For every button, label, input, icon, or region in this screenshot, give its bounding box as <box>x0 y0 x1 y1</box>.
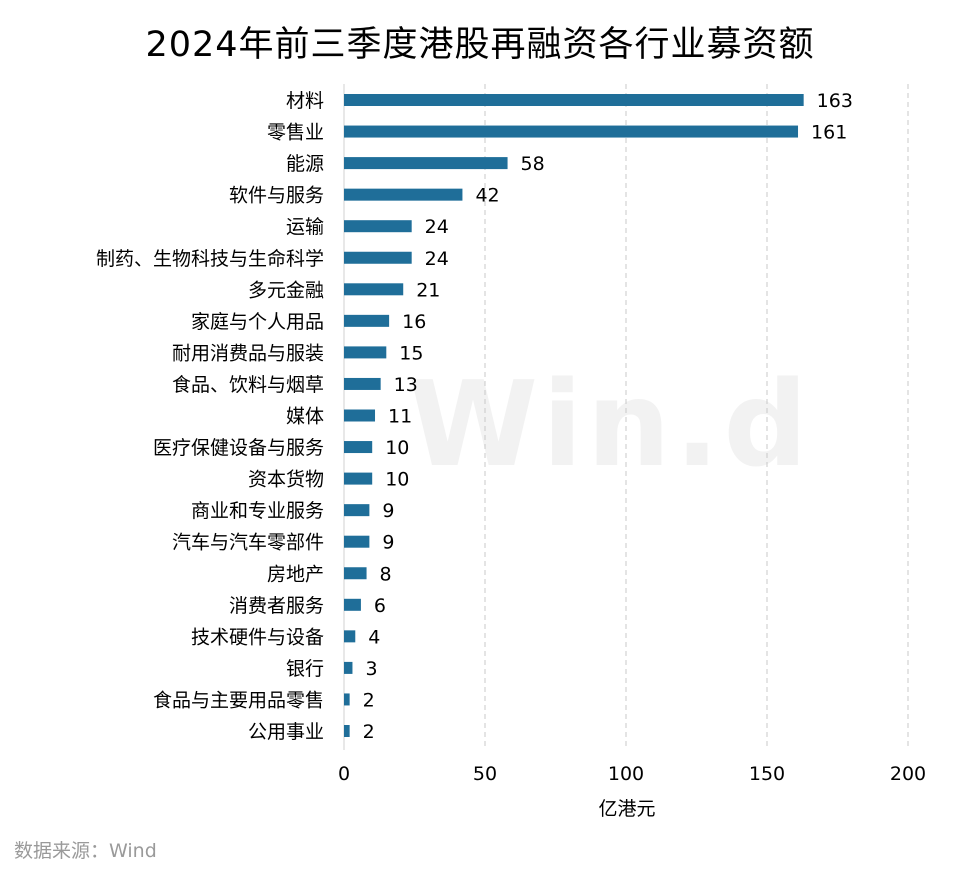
x-tick-label: 0 <box>338 763 350 785</box>
bar <box>344 598 361 611</box>
value-label: 4 <box>368 626 380 648</box>
category-label: 资本货物 <box>248 469 324 491</box>
value-label: 21 <box>416 279 440 301</box>
category-label: 食品、饮料与烟草 <box>172 374 324 396</box>
bar <box>344 535 370 548</box>
value-label: 8 <box>380 563 392 585</box>
value-label: 3 <box>365 658 377 680</box>
bar <box>344 188 463 201</box>
bars <box>344 94 804 737</box>
category-label: 房地产 <box>267 563 324 585</box>
bar <box>344 661 353 674</box>
watermark: Win.d <box>408 355 812 493</box>
value-label: 9 <box>382 500 394 522</box>
category-label: 耐用消费品与服装 <box>172 342 324 364</box>
category-label: 汽车与汽车零部件 <box>172 532 324 554</box>
bar <box>344 567 367 580</box>
value-label: 161 <box>811 122 847 144</box>
value-label: 6 <box>374 595 386 617</box>
category-label: 技术硬件与设备 <box>191 626 324 648</box>
grid-lines <box>343 84 909 750</box>
value-label: 9 <box>382 532 394 554</box>
x-axis-ticks: 0 50 100 150 200 <box>338 763 926 785</box>
value-label: 2 <box>363 721 375 743</box>
bar <box>344 125 799 138</box>
category-label: 家庭与个人用品 <box>191 311 324 333</box>
x-tick-label: 150 <box>749 763 785 785</box>
category-label: 商业和专业服务 <box>191 500 324 522</box>
value-label: 163 <box>817 90 853 112</box>
value-labels: 163 161 58 42 24 24 21 16 15 13 11 10 10 9 9 8 6 4 3 2 2 <box>363 90 853 743</box>
value-label: 2 <box>363 689 375 711</box>
category-label: 软件与服务 <box>229 185 324 207</box>
value-label: 13 <box>394 374 418 396</box>
bar <box>344 693 350 706</box>
bar <box>344 157 508 170</box>
category-label: 零售业 <box>267 122 324 144</box>
bar <box>344 472 373 485</box>
source-note: 数据来源：Wind <box>14 840 157 862</box>
category-label: 公用事业 <box>248 721 324 743</box>
bar <box>344 725 350 737</box>
x-tick-label: 50 <box>473 763 497 785</box>
value-label: 24 <box>425 216 449 238</box>
value-label: 58 <box>521 153 545 175</box>
x-tick-label: 100 <box>608 763 644 785</box>
category-labels: 材料零售业能源软件与服务运输制药、生物科技与生命科学多元金融家庭与个人用品耐用消… <box>96 90 324 743</box>
x-axis-title: 亿港元 <box>598 798 655 820</box>
category-label: 食品与主要用品零售 <box>153 689 324 711</box>
value-label: 11 <box>388 406 412 428</box>
bar <box>344 630 356 643</box>
value-label: 10 <box>385 437 409 459</box>
category-label: 消费者服务 <box>229 595 324 617</box>
bar <box>344 251 412 264</box>
category-label: 媒体 <box>286 406 324 428</box>
bar <box>344 504 370 517</box>
value-label: 10 <box>385 469 409 491</box>
bar <box>344 409 376 422</box>
chart-title: 2024年前三季度港股再融资各行业募资额 <box>145 25 815 65</box>
value-label: 24 <box>425 248 449 270</box>
category-label: 银行 <box>286 658 324 680</box>
bar <box>344 377 381 390</box>
bar <box>344 220 412 233</box>
bar <box>344 94 804 106</box>
category-label: 运输 <box>286 216 324 238</box>
bar <box>344 441 373 454</box>
value-label: 16 <box>402 311 426 333</box>
category-label: 材料 <box>286 90 324 112</box>
category-label: 医疗保健设备与服务 <box>153 437 324 459</box>
value-label: 15 <box>399 342 423 364</box>
category-label: 制药、生物科技与生命科学 <box>96 248 324 270</box>
category-label: 多元金融 <box>248 279 324 301</box>
value-label: 42 <box>475 185 499 207</box>
x-tick-label: 200 <box>890 763 926 785</box>
bar <box>344 346 387 359</box>
bar <box>344 283 404 296</box>
category-label: 能源 <box>286 153 324 175</box>
bar <box>344 314 390 327</box>
